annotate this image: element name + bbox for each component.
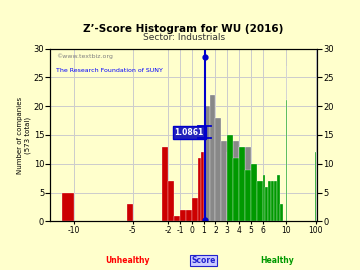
Bar — [227, 152, 233, 221]
Bar — [168, 181, 174, 221]
Bar — [262, 175, 265, 221]
Bar — [174, 216, 180, 221]
Bar — [257, 181, 262, 221]
Text: Healthy: Healthy — [260, 256, 294, 265]
Bar — [233, 141, 239, 221]
Bar — [274, 181, 277, 221]
Title: Z’-Score Histogram for WU (2016): Z’-Score Histogram for WU (2016) — [84, 24, 284, 34]
Bar — [227, 135, 233, 221]
Bar — [62, 193, 74, 221]
Text: 1.0861: 1.0861 — [175, 128, 204, 137]
Bar — [215, 118, 221, 221]
Bar — [192, 198, 198, 221]
Bar — [180, 210, 186, 221]
Bar — [201, 152, 204, 221]
Bar — [251, 164, 257, 221]
Bar — [265, 187, 269, 221]
Bar — [127, 204, 133, 221]
Text: ©www.textbiz.org: ©www.textbiz.org — [56, 54, 113, 59]
Bar — [245, 147, 251, 221]
Text: The Research Foundation of SUNY: The Research Foundation of SUNY — [56, 68, 163, 73]
Bar — [210, 95, 215, 221]
Bar — [186, 210, 192, 221]
Text: Unhealthy: Unhealthy — [105, 256, 149, 265]
Bar — [239, 147, 245, 221]
Bar — [245, 170, 251, 221]
Bar — [315, 152, 316, 221]
Bar — [280, 204, 283, 221]
Bar — [198, 158, 201, 221]
Bar — [204, 106, 210, 221]
Bar — [239, 147, 245, 221]
Bar — [271, 181, 274, 221]
Text: Score: Score — [192, 256, 216, 265]
Bar — [269, 181, 271, 221]
Y-axis label: Number of companies
(573 total): Number of companies (573 total) — [17, 96, 31, 174]
Text: Sector: Industrials: Sector: Industrials — [143, 33, 225, 42]
Bar — [277, 175, 280, 221]
Bar — [221, 141, 227, 221]
Bar — [162, 147, 168, 221]
Bar — [233, 158, 239, 221]
